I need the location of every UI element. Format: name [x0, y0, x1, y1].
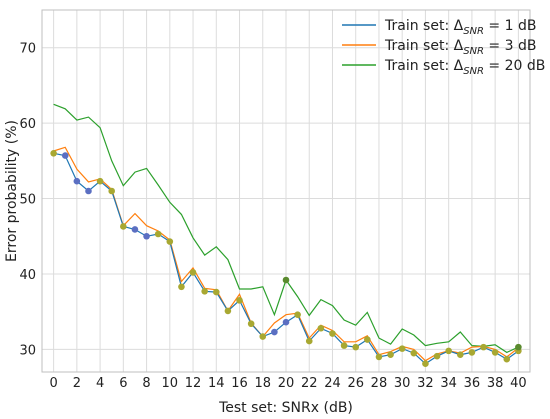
x-tick-label: 10	[162, 376, 179, 391]
data-point	[422, 360, 429, 368]
data-point	[50, 149, 57, 157]
x-tick-label: 34	[440, 376, 457, 391]
series-line-2	[53, 146, 519, 362]
legend-prefix: Train set: Δ	[384, 18, 464, 34]
data-point	[143, 232, 150, 240]
data-point	[340, 342, 348, 349]
x-tick-label: 30	[394, 376, 411, 391]
y-tick-label: 30	[19, 343, 36, 358]
x-tick-label: 12	[185, 376, 202, 391]
data-point	[398, 345, 406, 352]
y-tick-label: 60	[19, 117, 36, 132]
legend-prefix: Train set: Δ	[384, 58, 464, 74]
x-tick-label: 36	[464, 376, 481, 391]
data-point	[96, 177, 104, 185]
x-tick-label: 22	[301, 376, 318, 391]
data-point	[108, 187, 116, 195]
legend-suffix: = 1 dB	[484, 18, 536, 34]
legend-entry: Train set: ΔSNR = 3 dB	[384, 38, 536, 57]
legend-subscript: SNR	[463, 66, 484, 77]
x-axis-ticks: 0 2 4 6 8 10 12 14 16 18 20 22 24 26 28 30 32 34 36 38 40	[49, 376, 526, 391]
legend-suffix: = 3 dB	[484, 38, 536, 54]
x-tick-label: 38	[487, 376, 504, 391]
data-point	[491, 349, 499, 356]
data-point	[236, 297, 243, 304]
data-point	[305, 337, 313, 345]
x-axis-label: Test set: SNRx (dB)	[218, 400, 353, 416]
data-point	[189, 269, 197, 276]
data-point	[515, 343, 522, 351]
x-tick-label: 4	[96, 376, 104, 391]
data-point	[61, 152, 69, 159]
x-tick-label: 24	[324, 376, 341, 391]
data-point	[259, 333, 267, 340]
data-point	[387, 351, 394, 358]
x-tick-label: 28	[371, 376, 388, 391]
data-point	[294, 311, 301, 318]
data-point	[201, 288, 208, 295]
data-point	[352, 343, 360, 351]
data-point	[456, 351, 464, 358]
data-point	[317, 324, 325, 332]
legend-entry: Train set: ΔSNR = 1 dB	[384, 18, 536, 37]
data-point	[282, 276, 290, 284]
x-tick-label: 2	[73, 376, 81, 391]
x-tick-label: 14	[208, 376, 225, 391]
x-tick-label: 32	[417, 376, 434, 391]
legend-subscript: SNR	[463, 46, 484, 57]
data-point	[166, 238, 174, 245]
data-point	[247, 320, 255, 328]
data-point	[433, 352, 441, 360]
data-point	[85, 187, 92, 195]
x-tick-label: 16	[231, 376, 248, 391]
legend-subscript: SNR	[463, 26, 484, 37]
x-tick-label: 20	[278, 376, 295, 391]
data-point	[271, 328, 278, 336]
legend-prefix: Train set: Δ	[384, 38, 464, 54]
data-point	[178, 283, 185, 291]
data-point	[73, 177, 81, 185]
data-point	[480, 343, 487, 351]
y-axis-label: Error probability (%)	[4, 120, 20, 262]
y-axis-ticks: 30 40 50 60 70	[19, 42, 36, 359]
y-tick-label: 70	[19, 42, 36, 57]
data-point	[282, 318, 290, 326]
plot-frame	[41, 9, 531, 373]
data-point	[131, 226, 139, 233]
x-tick-label: 8	[142, 376, 150, 391]
data-point	[212, 288, 220, 296]
data-point	[445, 347, 452, 355]
x-tick-label: 26	[347, 376, 364, 391]
y-tick-label: 50	[19, 193, 36, 208]
data-point	[224, 307, 232, 315]
data-point	[154, 230, 162, 238]
data-point	[329, 330, 336, 337]
data-point	[503, 355, 511, 363]
data-point	[375, 353, 383, 361]
x-tick-label: 6	[119, 376, 127, 391]
data-markers	[50, 149, 522, 368]
data-point	[410, 349, 418, 357]
legend-entry: Train set: ΔSNR = 20 dB	[384, 58, 545, 77]
legend-suffix: = 20 dB	[484, 58, 545, 74]
data-point	[364, 336, 371, 343]
data-point	[468, 349, 476, 356]
x-tick-label: 40	[510, 376, 527, 391]
y-tick-label: 40	[19, 268, 36, 283]
x-tick-label: 0	[49, 376, 57, 391]
data-point	[120, 223, 127, 230]
x-tick-label: 18	[254, 376, 271, 391]
